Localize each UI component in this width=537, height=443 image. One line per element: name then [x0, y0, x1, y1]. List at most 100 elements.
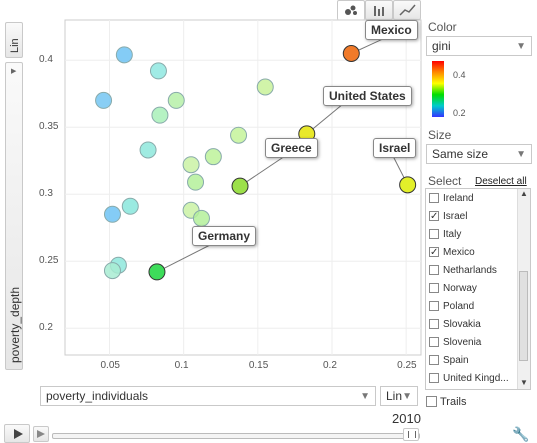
color-heading: Color: [428, 20, 457, 34]
time-slider-handle[interactable]: [403, 428, 419, 441]
chevron-down-icon: ▼: [402, 391, 412, 402]
data-point[interactable]: [192, 209, 210, 227]
point-callout: United States: [323, 86, 412, 106]
y-tick-label: 0.35: [39, 121, 59, 133]
item-checkbox[interactable]: [429, 319, 439, 329]
item-label: Italy: [443, 228, 462, 240]
item-label: Mexico: [443, 246, 475, 258]
tab-bar-chart[interactable]: [365, 0, 393, 20]
tab-line-chart[interactable]: [393, 0, 421, 20]
item-label: United Kingd...: [443, 372, 509, 384]
item-label: Israel: [443, 210, 468, 222]
data-point[interactable]: [342, 45, 360, 62]
item-checkbox[interactable]: [429, 283, 439, 293]
list-scrollbar[interactable]: ▲ ▼: [517, 189, 530, 389]
item-checkbox[interactable]: [429, 301, 439, 311]
x-axis-selector[interactable]: poverty_individuals ▼: [40, 386, 376, 406]
data-point[interactable]: [95, 91, 113, 109]
list-item[interactable]: Slovenia: [426, 333, 518, 351]
data-point[interactable]: [204, 148, 222, 166]
year-label: 2010: [392, 411, 421, 426]
trails-checkbox[interactable]: [426, 396, 437, 407]
list-item[interactable]: United Kingd...: [426, 369, 518, 387]
item-checkbox[interactable]: [429, 265, 439, 275]
y-axis-label: poverty_depth: [8, 286, 22, 363]
x-scale-label: Lin: [386, 389, 403, 403]
scroll-down-icon[interactable]: ▼: [520, 378, 528, 387]
item-label: Slovakia: [443, 318, 481, 330]
item-checkbox[interactable]: [429, 337, 439, 347]
item-checkbox[interactable]: ✓: [429, 247, 439, 258]
list-item[interactable]: Italy: [426, 225, 518, 243]
list-item[interactable]: Norway: [426, 279, 518, 297]
play-icon: [14, 429, 23, 439]
item-checkbox[interactable]: [429, 355, 439, 365]
tab-bubble-chart[interactable]: [337, 0, 365, 20]
data-point[interactable]: [139, 141, 157, 159]
data-point[interactable]: [182, 201, 200, 219]
data-point[interactable]: [231, 177, 249, 195]
x-tick-label: 0.05: [100, 360, 120, 371]
point-callout: Mexico: [365, 20, 418, 40]
list-item[interactable]: ✓ Israel: [426, 207, 518, 225]
item-label: Spain: [443, 354, 469, 366]
scroll-thumb[interactable]: [519, 271, 528, 361]
country-list: Ireland ✓ Israel Italy ✓ Mexico Netharlands Nor…: [425, 188, 531, 390]
item-checkbox[interactable]: [429, 373, 439, 383]
scroll-up-icon[interactable]: ▲: [520, 189, 528, 198]
size-selector[interactable]: Same size ▼: [426, 144, 532, 164]
data-point[interactable]: [103, 262, 121, 280]
y-scale-selector[interactable]: Lin: [5, 22, 23, 58]
data-point[interactable]: [256, 78, 274, 96]
wrench-icon[interactable]: 🔧: [512, 426, 530, 442]
item-label: Norway: [443, 282, 477, 294]
plot-area: [64, 19, 422, 356]
data-point[interactable]: [103, 205, 121, 223]
list-item[interactable]: Poland: [426, 297, 518, 315]
chevron-down-icon: ▼: [516, 41, 526, 52]
data-point[interactable]: [399, 176, 417, 194]
data-point[interactable]: [121, 197, 139, 215]
data-point[interactable]: [148, 263, 166, 281]
data-point[interactable]: [230, 126, 248, 144]
speed-button[interactable]: [33, 426, 49, 442]
data-point[interactable]: [109, 256, 127, 274]
data-point[interactable]: [187, 173, 205, 191]
grip-icon: [408, 431, 416, 438]
time-slider-track[interactable]: [52, 433, 420, 439]
item-checkbox[interactable]: [429, 193, 439, 203]
select-heading: Select: [428, 174, 462, 188]
list-item[interactable]: Slovakia: [426, 315, 518, 333]
callout-leader: [156, 243, 213, 273]
play-button[interactable]: [4, 424, 30, 443]
y-scale-label: Lin: [9, 38, 21, 53]
color-selector[interactable]: gini ▼: [426, 36, 532, 56]
list-item[interactable]: Ireland: [426, 189, 518, 207]
list-item[interactable]: Spain: [426, 351, 518, 369]
list-item[interactable]: ✓ Mexico: [426, 243, 518, 261]
data-point[interactable]: [151, 106, 169, 124]
x-axis-label: poverty_individuals: [46, 389, 149, 403]
chevron-down-icon: ▼: [516, 149, 526, 160]
data-point[interactable]: [182, 156, 200, 174]
line-chart-icon: [399, 4, 416, 16]
y-axis-selector[interactable]: ▶ poverty_depth: [5, 62, 23, 370]
y-tick-label: 0.2: [39, 322, 53, 334]
data-point[interactable]: [167, 91, 185, 109]
x-tick-label: 0.1: [174, 360, 189, 371]
point-callout: Israel: [373, 138, 417, 158]
callout-leader: [351, 37, 386, 54]
item-checkbox[interactable]: [429, 229, 439, 239]
data-point[interactable]: [149, 62, 167, 80]
trails-label: Trails: [440, 396, 467, 408]
item-checkbox[interactable]: ✓: [429, 211, 439, 222]
y-tick-label: 0.3: [39, 188, 53, 200]
size-heading: Size: [428, 128, 452, 142]
list-item[interactable]: Netharlands: [426, 261, 518, 279]
color-selector-value: gini: [432, 39, 451, 53]
data-point[interactable]: [115, 46, 133, 64]
deselect-all-link[interactable]: Deselect all: [475, 176, 527, 187]
bar-chart-icon: [374, 6, 384, 16]
x-scale-selector[interactable]: Lin ▼: [380, 386, 418, 406]
color-scale-max: 0.4: [453, 70, 466, 80]
